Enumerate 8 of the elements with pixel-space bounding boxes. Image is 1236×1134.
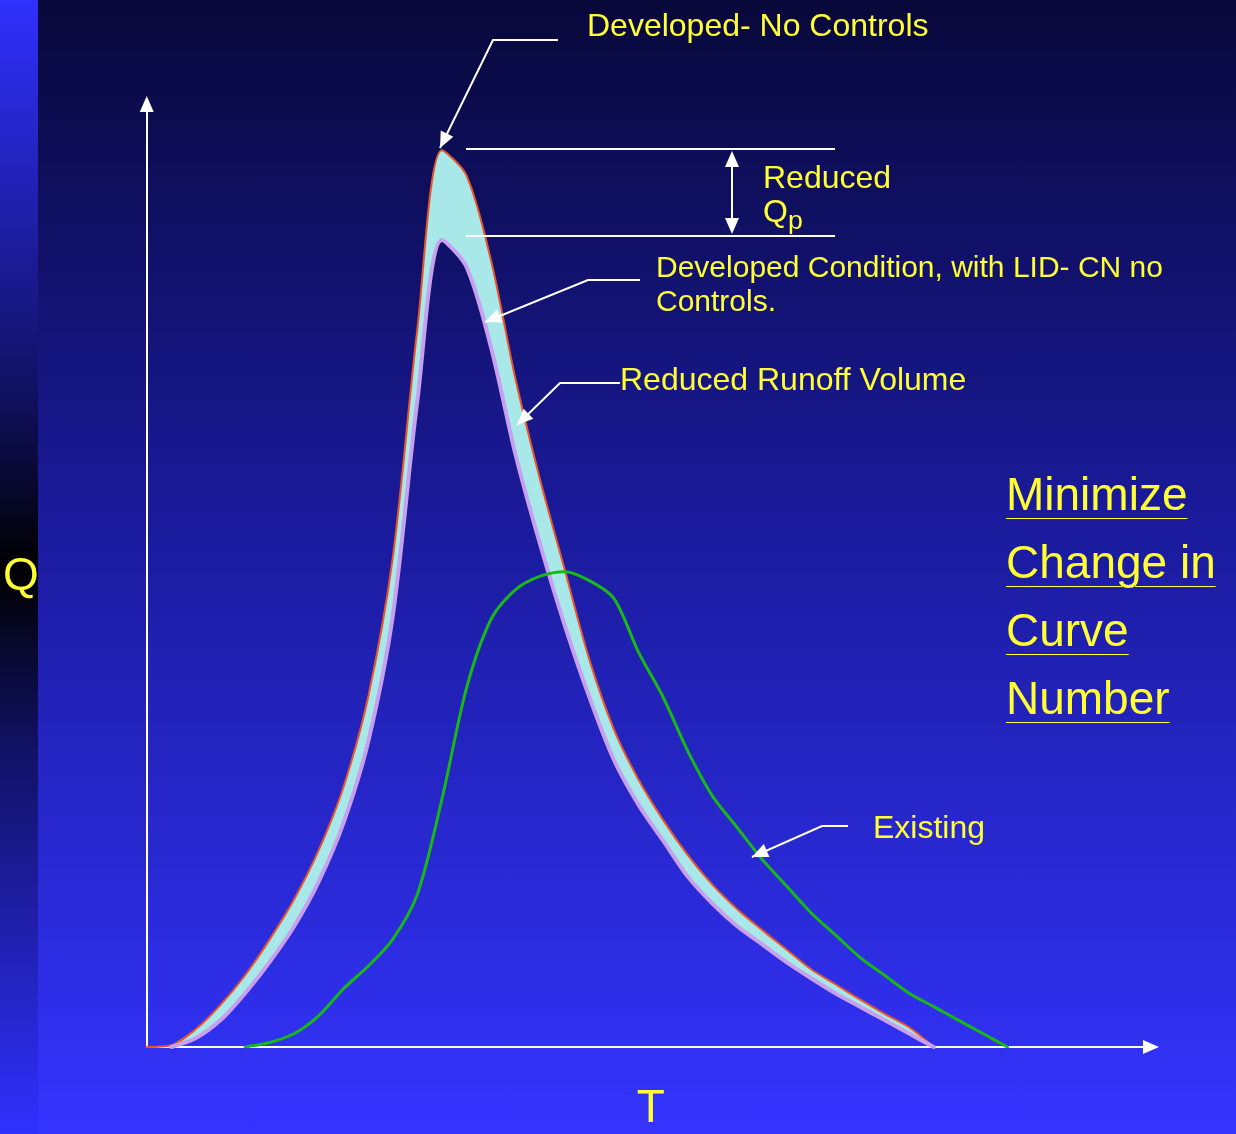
x-axis-title: T [636,1080,665,1132]
annotation: Developed Condition, with LID- CN no Controls. [656,250,1164,318]
text: Developed- No Controls [587,7,929,43]
y-axis-title: Q [3,547,39,600]
annotation: Existing [873,809,986,845]
annotation: Minimize Change in Curve Number [1006,467,1217,726]
annotation: Reduced Q$_{p}$ [763,159,893,238]
annotation: Reduced Runoff Volume [620,361,967,397]
